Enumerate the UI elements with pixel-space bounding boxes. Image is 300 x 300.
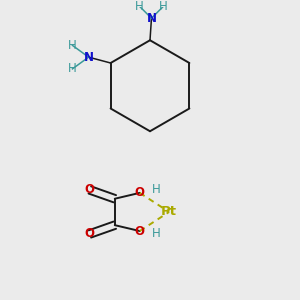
Text: H: H [68,62,77,75]
Text: H: H [152,226,160,240]
Text: N: N [146,12,157,25]
Text: O: O [135,186,145,200]
Text: N: N [84,51,94,64]
Text: H: H [68,39,77,52]
Text: H: H [152,183,160,196]
Text: O: O [85,183,95,196]
Text: H: H [159,0,168,13]
Text: H: H [135,0,144,13]
Text: O: O [85,227,95,241]
Text: O: O [135,224,145,238]
Text: Pt: Pt [161,206,177,218]
